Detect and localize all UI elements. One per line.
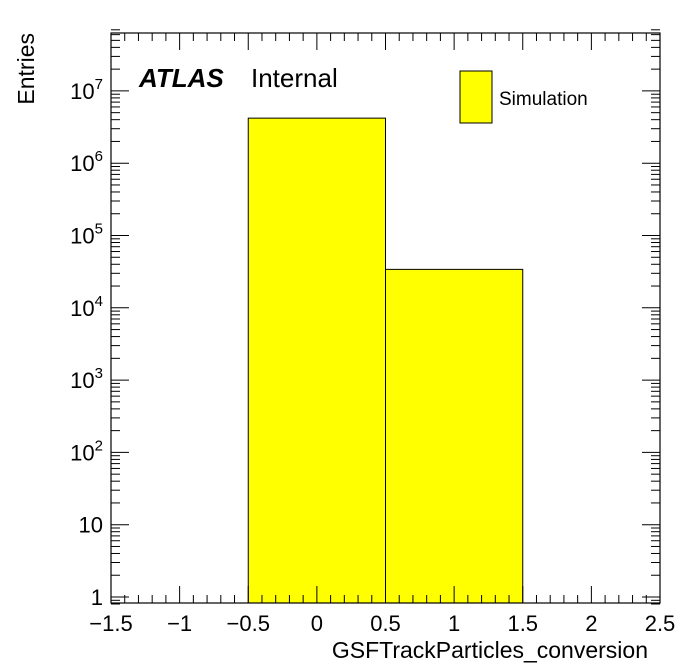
x-tick-label: 0.5 [370, 611, 401, 636]
x-tick-label: −0.5 [227, 611, 270, 636]
y-tick-label: 104 [70, 293, 103, 321]
axis-ticks [110, 29, 661, 605]
x-tick-label: 1.5 [507, 611, 538, 636]
y-tick-label-exponent: 3 [95, 365, 103, 382]
x-tick-labels: −1.5 −1 −0.5 0 0.5 1 1.5 2 2.5 [89, 611, 675, 636]
internal-label: Internal [251, 63, 338, 93]
y-tick-label-exponent: 6 [95, 148, 103, 165]
y-tick-label-base: 10 [70, 296, 94, 321]
y-tick-label-exponent: 4 [95, 293, 103, 310]
y-tick-label-base: 1 [91, 585, 103, 610]
y-tick-label: 105 [70, 221, 103, 249]
y-tick-label: 102 [70, 437, 103, 465]
x-tick-label: 2.5 [645, 611, 676, 636]
y-tick-label: 103 [70, 365, 103, 393]
x-tick-label: 2 [585, 611, 597, 636]
x-tick-label: 0 [311, 611, 323, 636]
histogram-bin-0 [247, 117, 386, 604]
x-axis-title: GSFTrackParticles_conversion [332, 637, 648, 663]
y-tick-label: 10 [79, 513, 103, 538]
legend: Simulation [459, 70, 588, 124]
x-tick-label: 1 [448, 611, 460, 636]
histogram-bars [247, 117, 524, 604]
x-tick-label: −1 [167, 611, 192, 636]
plot-frame [110, 32, 661, 604]
y-tick-label: 107 [70, 76, 103, 104]
y-tick-label: 1 [91, 585, 103, 610]
y-tick-label-base: 10 [70, 79, 94, 104]
histogram-bin-1 [385, 268, 524, 604]
y-tick-label: 106 [70, 148, 103, 176]
legend-label-simulation: Simulation [499, 89, 588, 110]
x-tick-label: −1.5 [89, 611, 132, 636]
atlas-label: ATLAS [138, 63, 224, 93]
y-tick-label-exponent: 7 [95, 76, 103, 93]
y-tick-label-base: 10 [70, 151, 94, 176]
y-tick-label-base: 10 [70, 368, 94, 393]
y-tick-label-exponent: 5 [95, 221, 103, 238]
y-tick-label-base: 10 [70, 224, 94, 249]
y-tick-label-base: 10 [70, 440, 94, 465]
y-tick-label-base: 10 [79, 513, 103, 538]
legend-swatch [459, 70, 493, 124]
y-tick-label-exponent: 2 [95, 437, 103, 454]
y-axis-title: Entries [13, 33, 39, 105]
